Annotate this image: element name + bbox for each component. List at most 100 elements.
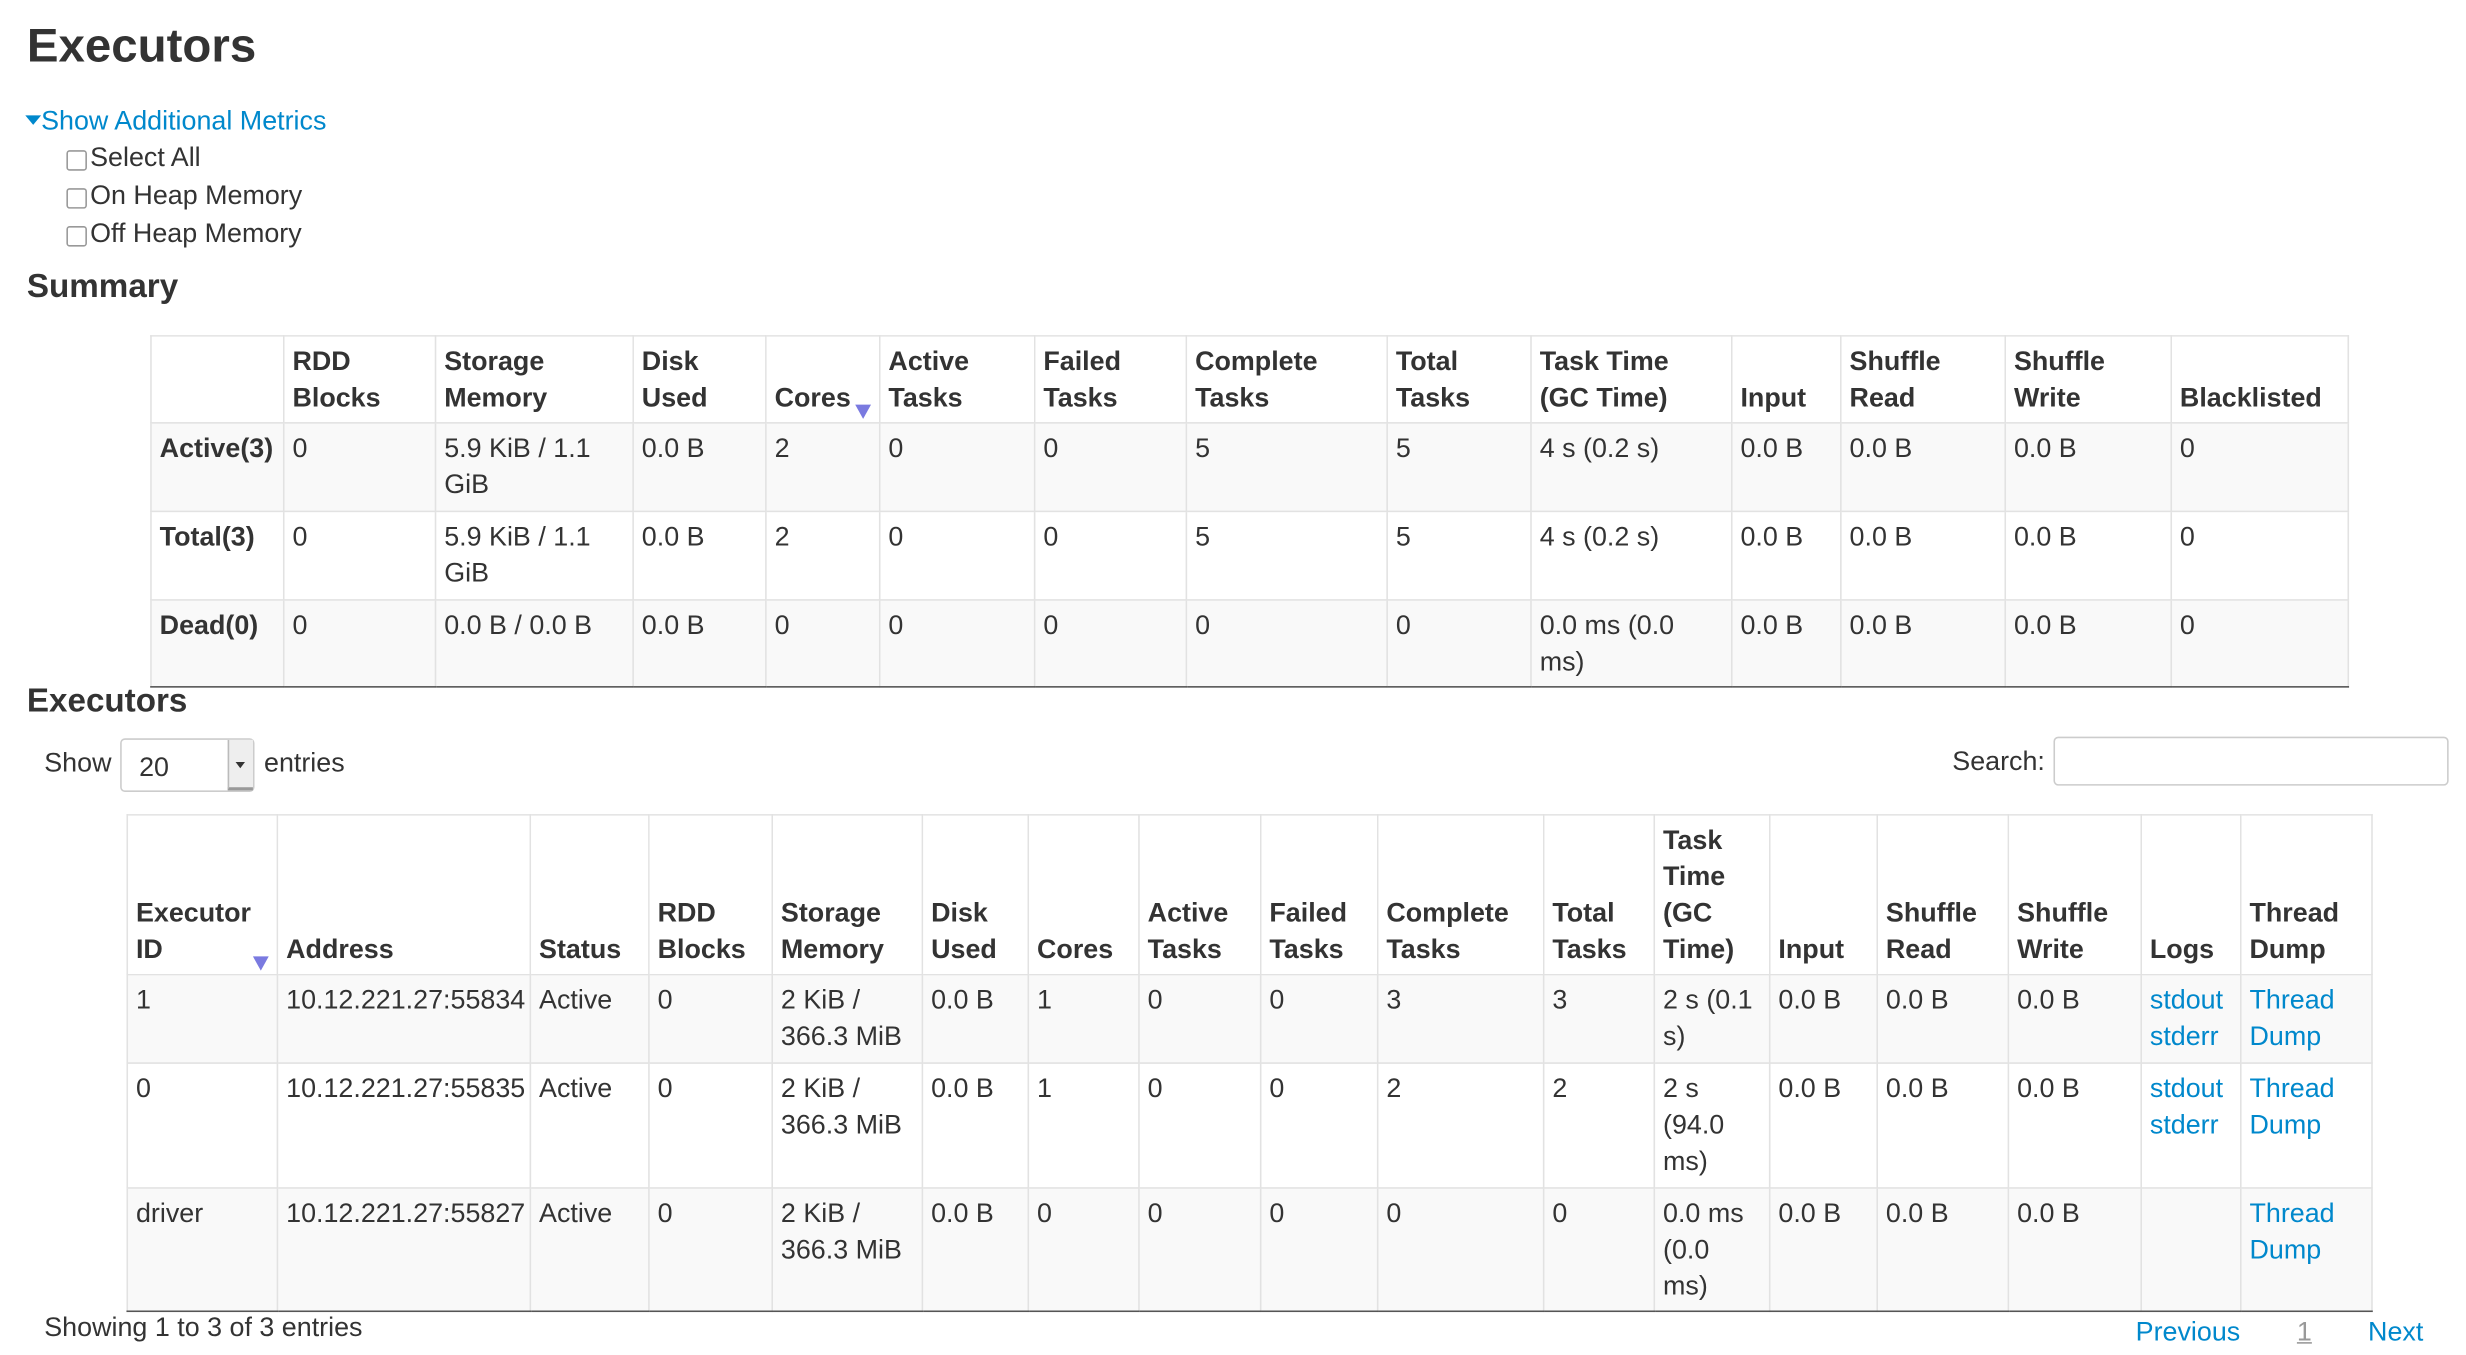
- column-header[interactable]: Disk Used: [632, 335, 767, 424]
- column-header[interactable]: Shuffle Write: [2004, 335, 2173, 424]
- table-cell: 0.0 B: [2007, 973, 2142, 1064]
- table-cell: 0.0 B: [921, 973, 1030, 1064]
- column-header[interactable]: Total Tasks: [1386, 335, 1532, 424]
- log-link-stdout[interactable]: stdout: [2149, 1073, 2224, 1104]
- header-label: Shuffle Write: [2017, 897, 2109, 965]
- column-header[interactable]: Status: [529, 814, 650, 976]
- header-label: Executor ID: [135, 897, 251, 965]
- table-cell: 0.0 B: [1768, 1187, 1878, 1313]
- header-label: Storage Memory: [780, 897, 884, 965]
- column-header[interactable]: Input: [1730, 335, 1842, 424]
- chevron-down-icon[interactable]: [227, 739, 253, 791]
- column-header[interactable]: Address: [276, 814, 532, 976]
- table-cell: 0: [282, 422, 437, 513]
- table-cell: 0.0 B: [632, 422, 767, 513]
- thread-dump-link[interactable]: Thread Dump: [2249, 984, 2335, 1052]
- column-header[interactable]: Task Time (GC Time): [1653, 814, 1771, 976]
- table-cell: 0: [1033, 599, 1188, 688]
- table-cell: 0: [1138, 1062, 1262, 1189]
- entries-value: 20: [139, 752, 170, 783]
- entries-select[interactable]: 20: [120, 738, 255, 792]
- column-header[interactable]: Storage Memory: [771, 814, 924, 976]
- header-label: Thread Dump: [2249, 897, 2340, 965]
- column-header[interactable]: Blacklisted: [2170, 335, 2350, 424]
- log-link-stderr[interactable]: stderr: [2149, 1021, 2219, 1052]
- column-header[interactable]: Total Tasks: [1542, 814, 1656, 976]
- table-cell: 0: [282, 599, 437, 688]
- current-page[interactable]: 1: [2296, 1316, 2312, 1347]
- column-header[interactable]: Disk Used: [921, 814, 1030, 976]
- table-cell: 0.0 B: [632, 510, 767, 601]
- table-cell: 0.0 B: [1840, 510, 2007, 601]
- table-cell: 0.0 B: [2007, 1062, 2142, 1189]
- table-cell: 10.12.221.27:55835: [276, 1062, 532, 1189]
- table-cell: 0.0 B: [1840, 422, 2007, 513]
- column-header[interactable]: Cores: [765, 335, 881, 424]
- table-cell: 0: [1185, 599, 1388, 688]
- next-page-button[interactable]: Next: [2368, 1316, 2424, 1347]
- sort-desc-icon: [855, 404, 872, 419]
- log-link-stdout[interactable]: stdout: [2149, 984, 2224, 1015]
- table-cell: 0.0 B: [1840, 599, 2007, 688]
- checkbox[interactable]: [66, 188, 87, 209]
- logs-cell: stdout stderr: [2140, 1062, 2242, 1189]
- table-cell: 0: [648, 1187, 774, 1313]
- column-header[interactable]: Thread Dump: [2239, 814, 2373, 976]
- column-header[interactable]: Active Tasks: [1138, 814, 1262, 976]
- column-header[interactable]: Cores: [1027, 814, 1140, 976]
- table-cell: 2: [1542, 1062, 1656, 1189]
- column-header[interactable]: Task Time (GC Time): [1530, 335, 1733, 424]
- table-cell: 3: [1542, 973, 1656, 1064]
- table-cell: 0: [2170, 599, 2350, 688]
- table-cell: 0.0 B: [632, 599, 767, 688]
- column-header[interactable]: RDD Blocks: [282, 335, 437, 424]
- table-cell: 0: [1027, 1187, 1140, 1313]
- header-label: Input: [1778, 934, 1845, 965]
- log-link-stderr[interactable]: stderr: [2149, 1109, 2219, 1140]
- table-cell: 5.9 KiB / 1.1 GiB: [434, 422, 634, 513]
- column-header[interactable]: Shuffle Read: [1840, 335, 2007, 424]
- column-header[interactable]: Failed Tasks: [1259, 814, 1379, 976]
- metric-option-on-heap[interactable]: On Heap Memory: [66, 177, 302, 213]
- thread-dump-link[interactable]: Thread Dump: [2249, 1198, 2335, 1265]
- previous-page-button[interactable]: Previous: [2135, 1316, 2241, 1347]
- column-header[interactable]: Complete Tasks: [1376, 814, 1545, 976]
- header-label: Task Time (GC Time): [1539, 346, 1669, 413]
- column-header[interactable]: Shuffle Read: [1876, 814, 2010, 976]
- show-additional-metrics-toggle[interactable]: Show Additional Metrics: [25, 103, 326, 139]
- option-label: Off Heap Memory: [90, 218, 302, 249]
- header-label: Total Tasks: [1552, 897, 1627, 965]
- thread-dump-cell: Thread Dump: [2239, 1062, 2373, 1189]
- header-label: Task Time (GC Time): [1663, 825, 1735, 965]
- column-header[interactable]: Active Tasks: [878, 335, 1036, 424]
- column-header[interactable]: Input: [1768, 814, 1878, 976]
- column-header[interactable]: Shuffle Write: [2007, 814, 2142, 976]
- metric-option-off-heap[interactable]: Off Heap Memory: [66, 215, 302, 251]
- column-header[interactable]: Failed Tasks: [1033, 335, 1188, 424]
- executors-heading: Executors: [26, 682, 188, 720]
- column-header[interactable]: Storage Memory: [434, 335, 634, 424]
- column-header[interactable]: RDD Blocks: [648, 814, 774, 976]
- header-label: Address: [286, 934, 394, 965]
- checkbox[interactable]: [66, 226, 87, 247]
- metric-option-select-all[interactable]: Select All: [66, 139, 201, 175]
- table-cell: 2: [765, 510, 881, 601]
- checkbox[interactable]: [66, 150, 87, 171]
- column-header[interactable]: [150, 335, 285, 424]
- table-cell: 0: [1033, 510, 1188, 601]
- header-label: Shuffle Read: [1849, 346, 1941, 413]
- sort-desc-icon: [252, 956, 269, 971]
- search-input[interactable]: [2053, 736, 2449, 786]
- column-header[interactable]: Logs: [2140, 814, 2242, 976]
- table-cell: 0: [765, 599, 881, 688]
- table-cell: Active(3): [150, 422, 285, 513]
- column-header[interactable]: Executor ID: [126, 814, 279, 976]
- table-cell: 0: [1259, 973, 1379, 1064]
- table-cell: 0.0 B: [2004, 599, 2173, 688]
- table-cell: 2 s (94.0 ms): [1653, 1062, 1771, 1189]
- column-header[interactable]: Complete Tasks: [1185, 335, 1388, 424]
- thread-dump-link[interactable]: Thread Dump: [2249, 1073, 2335, 1140]
- table-cell: Dead(0): [150, 599, 285, 688]
- header-label: Shuffle Write: [2013, 346, 2106, 413]
- table-cell: 0: [126, 1062, 279, 1189]
